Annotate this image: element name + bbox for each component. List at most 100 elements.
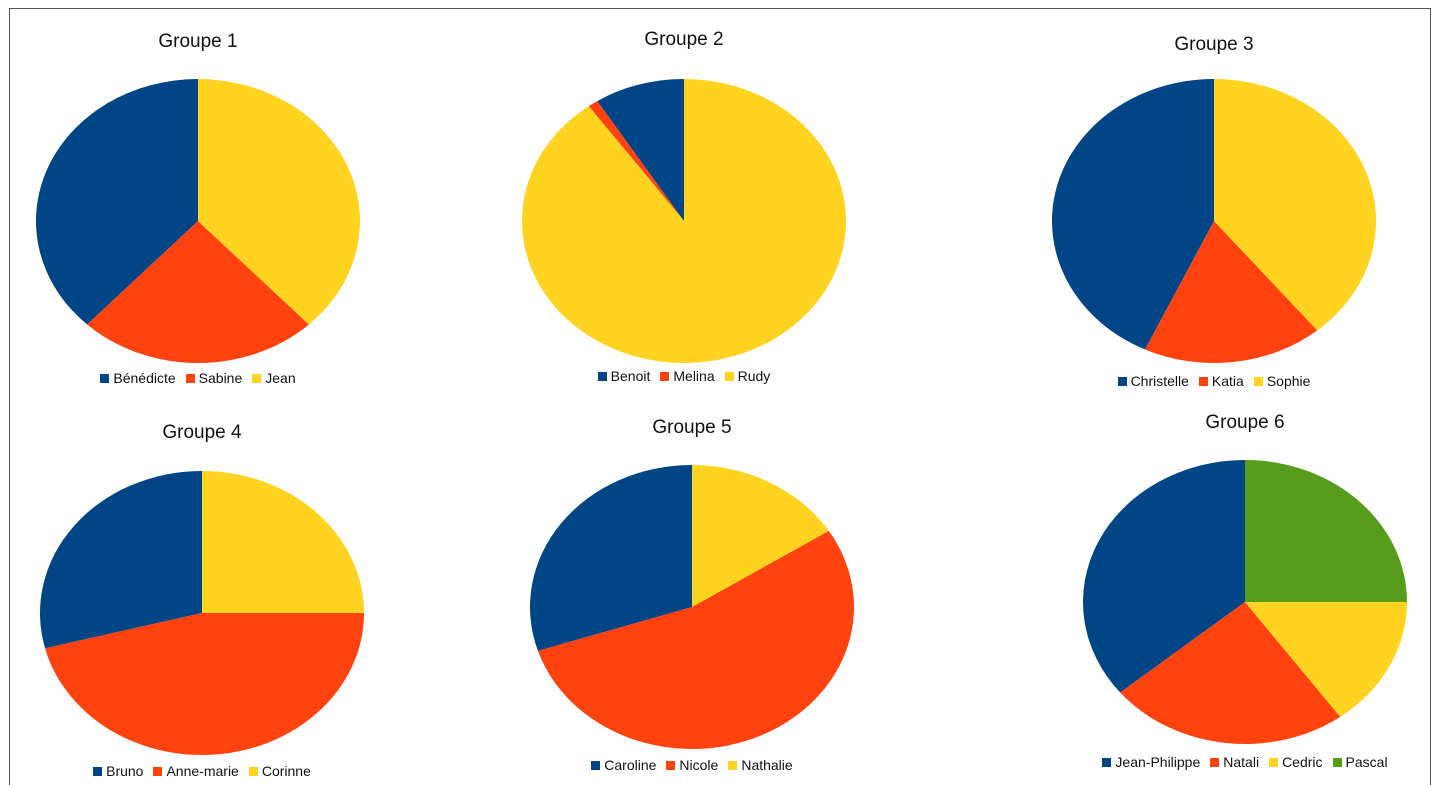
legend-swatch — [252, 373, 262, 383]
pie-panel-groupe-4: Groupe 4 Bruno Anne-marie Corinne — [34, 419, 370, 784]
pie-chart — [1052, 79, 1376, 363]
pie-chart — [39, 471, 365, 755]
chart-title: Groupe 2 — [644, 29, 724, 50]
pie-slice-nicole — [537, 530, 854, 749]
legend-swatch — [1269, 757, 1279, 767]
legend-label: Melina — [673, 368, 715, 384]
legend-label: Rudy — [737, 368, 771, 384]
legend-swatch — [666, 760, 676, 770]
legend-item-rudy: Rudy — [724, 368, 771, 384]
legend-swatch — [724, 371, 734, 381]
pie-chart — [1083, 460, 1407, 744]
pie-slice-benoit — [597, 79, 684, 221]
legend-swatch — [597, 371, 607, 381]
chart-legend: Benoit Melina Rudy — [516, 368, 852, 384]
pie-slice-sabine — [87, 221, 309, 364]
pie-slice-pascal — [1245, 460, 1407, 602]
legend-item-nicole: Nicole — [666, 757, 718, 773]
chart-title: Groupe 3 — [1174, 34, 1254, 55]
legend-label: Caroline — [604, 757, 657, 773]
pie-slice-corinne — [202, 471, 364, 613]
legend-label: Benoit — [610, 368, 651, 384]
chart-legend: Jean-Philippe Natali Cedric Pascal — [1073, 754, 1417, 770]
legend-item-nathalie: Nathalie — [728, 757, 793, 773]
legend-swatch — [1210, 757, 1220, 767]
legend-swatch — [1253, 376, 1263, 386]
pie-slice-rudy — [522, 79, 846, 363]
pie-slice-bruno — [39, 471, 203, 649]
legend-item-caroline: Caroline — [591, 757, 656, 773]
pie-slice-jean — [198, 78, 361, 325]
legend-swatch — [185, 373, 195, 383]
pie-panel-groupe-5: Groupe 5 Caroline Nicole Nathalie — [524, 417, 860, 782]
chart-legend: Bruno Anne-marie Corinne — [34, 763, 370, 779]
legend-swatch — [1198, 376, 1208, 386]
legend-swatch — [591, 760, 601, 770]
pie-slice-benedicte — [35, 79, 199, 325]
legend-label: Nathalie — [741, 757, 793, 773]
pie-slice-sophie — [1214, 79, 1376, 331]
legend-item-anne-marie: Anne-marie — [153, 763, 239, 779]
legend-swatch — [1102, 757, 1112, 767]
chart-sheet: Groupe 1 Bénédicte Sabine Jean Groupe 2 Be… — [9, 8, 1431, 785]
legend-item-benedicte: Bénédicte — [100, 370, 176, 386]
pie-slice-katia — [1145, 221, 1318, 363]
pie-slice-natali — [1120, 602, 1341, 744]
legend-item-natali: Natali — [1210, 754, 1259, 770]
chart-title: Groupe 1 — [158, 31, 238, 52]
chart-legend: Caroline Nicole Nathalie — [524, 757, 860, 773]
legend-item-katia: Katia — [1198, 373, 1244, 389]
legend-label: Natali — [1223, 754, 1260, 770]
legend-label: Corinne — [261, 763, 311, 779]
legend-item-melina: Melina — [660, 368, 715, 384]
pie-panel-groupe-1: Groupe 1 Bénédicte Sabine Jean — [30, 27, 366, 397]
legend-swatch — [1332, 757, 1342, 767]
pie-slice-nathalie — [692, 465, 829, 607]
pie-slice-melina — [588, 101, 684, 221]
legend-label: Pascal — [1345, 754, 1388, 770]
legend-label: Sophie — [1266, 373, 1311, 389]
chart-legend: Christelle Katia Sophie — [1046, 373, 1382, 389]
legend-label: Sabine — [198, 370, 243, 386]
legend-label: Bruno — [106, 763, 144, 779]
chart-legend: Bénédicte Sabine Jean — [30, 370, 366, 386]
legend-swatch — [248, 766, 258, 776]
legend-item-sabine: Sabine — [185, 370, 243, 386]
pie-slice-caroline — [529, 465, 692, 651]
legend-swatch — [660, 371, 670, 381]
legend-item-cedric: Cedric — [1269, 754, 1323, 770]
pie-slice-christelle — [1052, 79, 1214, 350]
legend-swatch — [100, 373, 110, 383]
legend-swatch — [153, 766, 163, 776]
legend-swatch — [1117, 376, 1127, 386]
pie-panel-groupe-3: Groupe 3 Christelle Katia Sophie — [1046, 27, 1382, 397]
legend-item-sophie: Sophie — [1253, 373, 1311, 389]
chart-title: Groupe 5 — [652, 417, 732, 438]
legend-item-jean: Jean — [252, 370, 296, 386]
legend-swatch — [93, 766, 103, 776]
legend-item-bruno: Bruno — [93, 763, 143, 779]
pie-slice-anne-marie — [45, 613, 365, 755]
pie-chart — [35, 78, 361, 364]
pie-slice-cedric — [1245, 602, 1407, 717]
legend-label: Jean-Philippe — [1115, 754, 1201, 770]
legend-label: Christelle — [1130, 373, 1189, 389]
legend-item-benoit: Benoit — [597, 368, 651, 384]
legend-item-jean-philippe: Jean-Philippe — [1102, 754, 1200, 770]
legend-label: Nicole — [679, 757, 719, 773]
legend-item-corinne: Corinne — [248, 763, 311, 779]
legend-swatch — [728, 760, 738, 770]
pie-chart — [529, 465, 854, 749]
legend-label: Katia — [1211, 373, 1244, 389]
pie-panel-groupe-2: Groupe 2 Benoit Melina Rudy — [516, 27, 852, 397]
pie-panel-groupe-6: Groupe 6 Jean-Philippe Natali Cedric Pascal — [1073, 412, 1417, 782]
pie-slice-jean-philippe — [1083, 460, 1245, 693]
legend-item-pascal: Pascal — [1332, 754, 1388, 770]
legend-label: Bénédicte — [113, 370, 176, 386]
chart-title: Groupe 4 — [162, 422, 242, 443]
legend-label: Jean — [265, 370, 296, 386]
legend-label: Cedric — [1282, 754, 1323, 770]
chart-title: Groupe 6 — [1205, 412, 1285, 433]
legend-item-christelle: Christelle — [1117, 373, 1189, 389]
pie-chart — [522, 79, 846, 363]
